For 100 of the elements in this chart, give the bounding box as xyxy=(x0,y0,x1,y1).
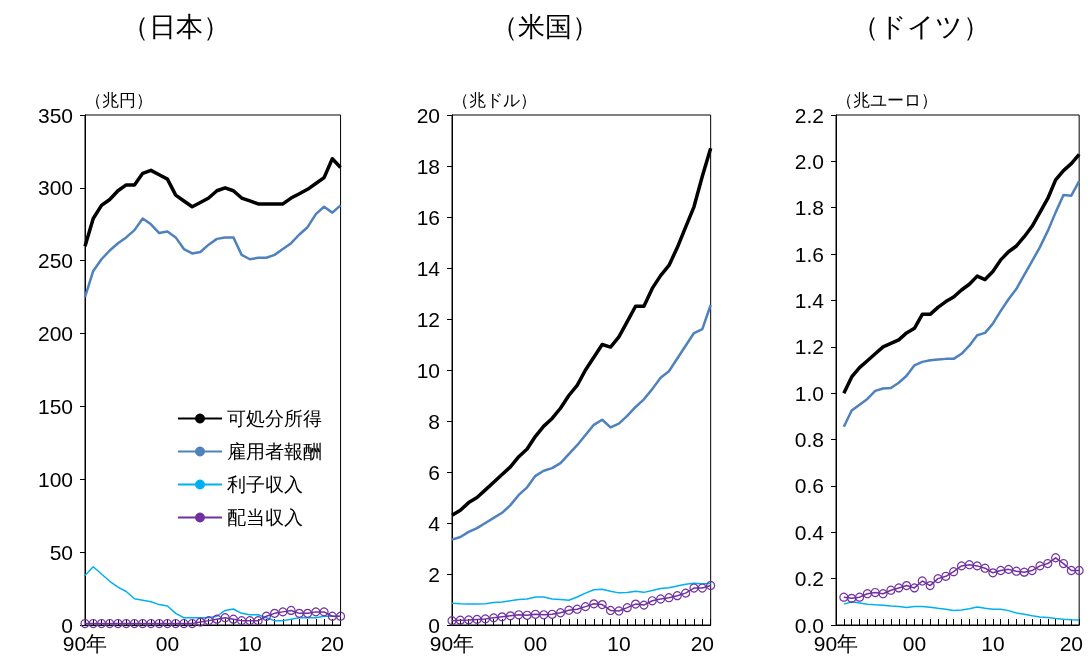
y-tick-label: 18 xyxy=(416,154,440,178)
point xyxy=(647,596,657,606)
y-tick-label: 1.0 xyxy=(794,381,824,405)
point xyxy=(539,610,549,620)
point xyxy=(195,617,206,627)
point xyxy=(980,563,990,573)
point xyxy=(96,618,107,629)
point xyxy=(1003,564,1014,574)
point xyxy=(1051,553,1061,563)
point xyxy=(572,604,582,614)
point xyxy=(146,618,156,629)
point xyxy=(941,571,951,581)
point xyxy=(839,592,849,602)
point xyxy=(286,605,296,616)
point xyxy=(862,589,872,599)
point xyxy=(228,614,238,624)
y-tick-label: 6 xyxy=(428,460,440,484)
point xyxy=(854,592,865,602)
point xyxy=(996,565,1006,576)
point xyxy=(530,609,541,619)
chart-title: （日本） xyxy=(122,11,230,42)
point xyxy=(327,611,337,621)
point xyxy=(1058,558,1069,569)
x-tick-label: 20 xyxy=(320,632,344,655)
y-tick-label: 0.2 xyxy=(794,567,824,591)
point xyxy=(121,618,131,629)
line-series xyxy=(450,303,712,541)
point xyxy=(870,587,880,598)
point xyxy=(689,583,699,593)
point xyxy=(138,618,148,629)
point xyxy=(497,612,507,622)
y-tick-label: 100 xyxy=(37,467,73,491)
point xyxy=(270,608,280,618)
point xyxy=(547,609,557,619)
line-series xyxy=(83,204,342,299)
point xyxy=(706,580,716,591)
point xyxy=(319,607,329,617)
y-tick-label: 10 xyxy=(416,358,440,382)
x-tick-label: 00 xyxy=(523,632,548,655)
point xyxy=(639,600,649,610)
point xyxy=(597,600,607,610)
point xyxy=(80,618,90,629)
point xyxy=(187,618,197,629)
point xyxy=(1019,567,1029,577)
point xyxy=(933,574,943,584)
y-tick-label: 0.8 xyxy=(794,428,824,452)
y-tick-label: 1.4 xyxy=(794,288,825,312)
point xyxy=(956,561,967,571)
point xyxy=(204,616,214,626)
point xyxy=(1066,565,1076,576)
y-tick-label: 8 xyxy=(428,409,440,433)
point xyxy=(909,583,920,593)
point xyxy=(1011,566,1022,576)
y-tick-label: 14 xyxy=(416,256,441,280)
point xyxy=(894,583,904,593)
x-tick-label: 00 xyxy=(902,632,927,655)
legend-label: 利子収入 xyxy=(227,474,303,495)
point xyxy=(656,594,666,604)
chart-title: （ドイツ） xyxy=(852,11,990,42)
point xyxy=(88,618,98,629)
y-tick-label: 20 xyxy=(416,103,440,127)
point xyxy=(988,568,998,578)
x-tick-label: 10 xyxy=(607,632,631,655)
point xyxy=(294,608,304,618)
point xyxy=(105,618,115,629)
legend-label: 可処分所得 xyxy=(227,408,322,429)
point xyxy=(555,608,566,618)
point xyxy=(664,593,674,603)
legend-label: 配当収入 xyxy=(227,507,303,528)
point xyxy=(847,593,857,603)
point xyxy=(697,583,707,593)
point xyxy=(514,610,524,620)
point xyxy=(311,607,321,617)
point xyxy=(455,615,465,625)
point xyxy=(480,614,490,624)
y-tick-label: 16 xyxy=(416,205,440,229)
x-tick-label: 10 xyxy=(238,632,262,655)
point xyxy=(564,605,574,615)
point xyxy=(917,576,927,586)
y-axis-title: （兆ドル） xyxy=(452,91,537,110)
y-tick-label: 2 xyxy=(428,562,440,586)
y-tick-label: 0.4 xyxy=(794,520,825,544)
point xyxy=(964,560,974,570)
point xyxy=(972,561,982,571)
point xyxy=(1035,561,1045,571)
point xyxy=(179,618,189,629)
point xyxy=(335,611,346,621)
point xyxy=(622,603,632,613)
point xyxy=(614,606,624,616)
y-tick-label: 12 xyxy=(416,307,440,331)
y-tick-label: 350 xyxy=(37,103,73,127)
point xyxy=(303,608,313,618)
point xyxy=(1043,558,1053,569)
point xyxy=(162,618,173,629)
y-tick-label: 4 xyxy=(428,511,441,535)
y-tick-label: 50 xyxy=(49,540,73,564)
y-tick-label: 1.2 xyxy=(794,335,824,359)
point xyxy=(925,580,935,591)
y-tick-label: 150 xyxy=(37,394,73,418)
line-series xyxy=(842,179,1081,429)
